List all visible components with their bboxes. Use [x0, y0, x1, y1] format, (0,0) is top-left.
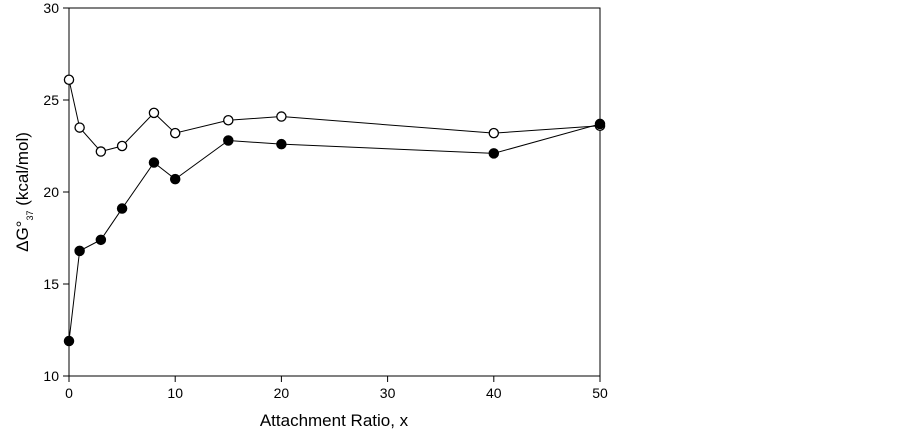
x-tick-label: 20	[274, 385, 290, 401]
x-tick-label: 40	[486, 385, 502, 401]
data-point	[488, 148, 500, 159]
y-tick-label: 30	[43, 0, 59, 16]
y-axis-title-subscript: 37	[25, 211, 35, 221]
y-tick-label: 15	[43, 276, 59, 292]
y-tick-label: 20	[43, 184, 59, 200]
data-point	[169, 127, 181, 139]
x-tick-label: 30	[380, 385, 396, 401]
x-axis-title: Attachment Ratio, x	[260, 411, 409, 430]
series-open-circle	[63, 74, 606, 157]
y-axis: 10 15 20 25 30	[43, 0, 69, 384]
plot-border	[68, 7, 601, 377]
series-line	[68, 79, 601, 153]
data-point	[74, 245, 85, 257]
data-point	[74, 122, 85, 133]
data-point	[116, 140, 128, 152]
y-tick-label: 10	[43, 368, 59, 384]
data-point	[276, 111, 287, 122]
x-axis: 0 10 20 30 40 50	[65, 376, 608, 401]
y-axis-title-unit: (kcal/mol)	[13, 132, 32, 210]
data-point	[63, 74, 75, 86]
data-point	[488, 127, 500, 139]
x-tick-label: 0	[65, 385, 73, 401]
y-axis-title: ΔG°37 (kcal/mol)	[13, 132, 35, 252]
data-point	[223, 135, 234, 146]
y-axis-title-main: ΔG°	[13, 221, 32, 252]
data-point	[148, 157, 160, 168]
data-point	[148, 107, 160, 119]
y-tick-label: 25	[43, 92, 59, 108]
series-filled-circle	[63, 118, 606, 347]
data-point	[169, 173, 181, 185]
x-tick-label: 10	[167, 385, 183, 401]
series-line	[68, 123, 601, 342]
data-point	[223, 114, 234, 126]
plot-frame	[68, 7, 601, 377]
x-tick-label: 50	[592, 385, 608, 401]
data-point	[276, 138, 287, 150]
data-point	[95, 234, 107, 246]
data-point	[116, 203, 128, 214]
data-point	[594, 118, 606, 130]
series-layer	[63, 74, 606, 347]
data-point	[63, 335, 75, 347]
data-point	[95, 146, 107, 157]
